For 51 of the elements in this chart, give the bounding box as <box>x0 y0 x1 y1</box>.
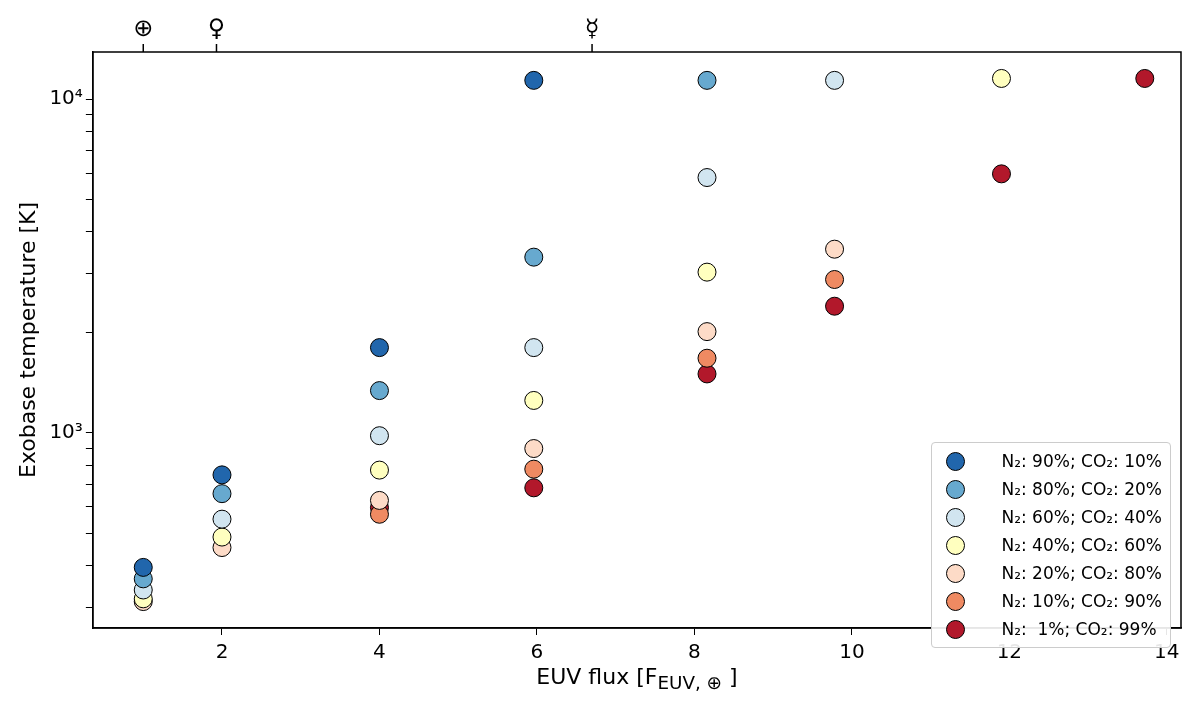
legend-label: N₂: 10%; CO₂: 90% <box>1001 591 1162 611</box>
x-tick-label: 2 <box>215 639 229 664</box>
point <box>369 381 389 401</box>
point <box>697 168 717 188</box>
point <box>369 338 389 358</box>
point <box>212 465 232 485</box>
x-tick-label: 10 <box>839 639 865 664</box>
y-axis-title: Exobase temperature [K] <box>14 201 40 479</box>
point <box>825 296 845 316</box>
point <box>524 247 544 267</box>
point <box>524 439 544 459</box>
point <box>991 68 1011 88</box>
y-tick-label: 10⁴ <box>49 85 83 110</box>
x-tick-label: 6 <box>530 639 544 664</box>
point <box>697 262 717 282</box>
x-axis-title: EUV flux [F$_{EUV, ⊕}$ ] <box>535 664 739 694</box>
ref-line-label: ☿ <box>584 14 600 43</box>
point <box>212 484 232 504</box>
legend-label: N₂: 20%; CO₂: 80% <box>1001 563 1162 583</box>
x-tick-label: 8 <box>688 639 701 664</box>
point <box>524 390 544 410</box>
y-tick-label: 10³ <box>49 418 83 443</box>
point <box>1135 68 1155 88</box>
point <box>524 478 544 498</box>
x-tick-label: 12 <box>996 639 1023 664</box>
ref-line-label: ⊕ <box>133 14 154 43</box>
legend-label: N₂: 90%; CO₂: 10% <box>1001 451 1162 471</box>
x-tick-label: 4 <box>373 639 386 664</box>
point <box>524 459 544 479</box>
legend-label: N₂: 80%; CO₂: 20% <box>1001 479 1162 499</box>
point <box>369 460 389 480</box>
legend-label: N₂: 40%; CO₂: 60% <box>1001 535 1162 555</box>
point <box>524 338 544 358</box>
point <box>825 70 845 90</box>
point <box>212 527 232 547</box>
point <box>991 164 1011 184</box>
x-tick-label: 14 <box>1154 639 1180 664</box>
point <box>697 364 717 384</box>
ref-line-label: ♀ <box>207 14 226 43</box>
point <box>369 490 389 510</box>
point <box>825 269 845 289</box>
point <box>524 70 544 90</box>
point <box>825 239 845 259</box>
point <box>212 509 232 529</box>
point <box>697 348 717 368</box>
legend-label: N₂: 1%; CO₂: 99% <box>1001 619 1157 639</box>
point <box>697 322 717 342</box>
legend-label: N₂: 60%; CO₂: 40% <box>1001 507 1162 527</box>
point <box>369 426 389 446</box>
point <box>697 70 717 90</box>
point <box>133 557 153 577</box>
